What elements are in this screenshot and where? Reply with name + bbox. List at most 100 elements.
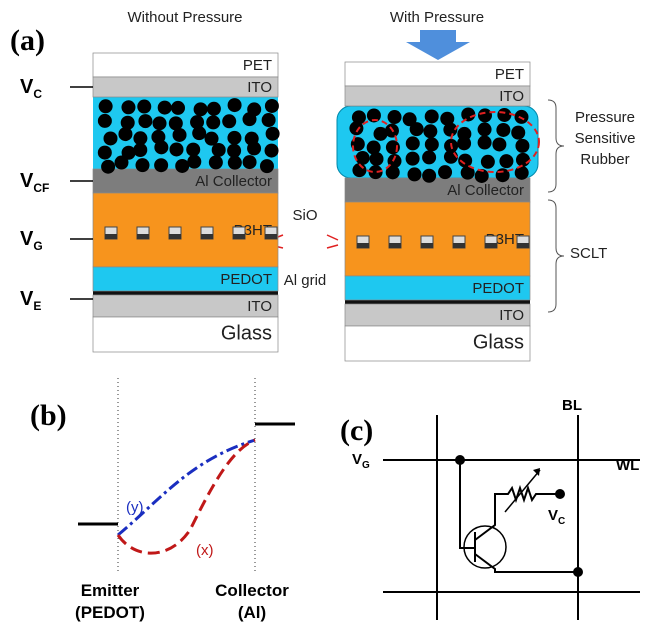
curve-x	[118, 440, 255, 553]
grid-electrode	[485, 243, 497, 248]
particle	[228, 98, 242, 112]
electrode-line	[345, 300, 530, 304]
panel-label: (a)	[10, 24, 45, 57]
grid-electrode	[233, 234, 245, 239]
particle	[410, 122, 424, 136]
al-grid-label: Al grid	[284, 272, 327, 289]
node	[573, 567, 583, 577]
pointer-arrows	[270, 235, 338, 248]
node	[555, 489, 565, 499]
collector-label: Collector	[215, 581, 289, 600]
grid-electrode	[453, 243, 465, 248]
particle	[247, 141, 261, 155]
layer-label: ITO	[499, 88, 524, 105]
particle	[478, 136, 492, 150]
layer-label: PET	[495, 66, 524, 83]
particle	[154, 158, 168, 172]
particle	[98, 146, 112, 160]
voltage-main: V	[20, 170, 34, 192]
bl-label: BL	[562, 397, 582, 414]
particle	[187, 155, 201, 169]
particle	[406, 152, 420, 166]
layer-label: Al Collector	[195, 173, 272, 190]
layer-label: ITO	[247, 79, 272, 96]
grid-electrode	[517, 243, 529, 248]
particle	[192, 126, 206, 140]
curve-label: (x)	[196, 542, 214, 559]
particle	[499, 154, 513, 168]
emitter-label: Emitter	[81, 581, 140, 600]
brace	[548, 100, 564, 192]
layer-label: Glass	[221, 323, 272, 345]
grid-electrode	[389, 243, 401, 248]
title: With Pressure	[390, 9, 484, 26]
particle	[173, 128, 187, 142]
curve-y	[118, 440, 255, 535]
particle	[103, 131, 117, 145]
sclt-label: SCLT	[570, 245, 607, 262]
particle	[133, 143, 147, 157]
particle	[492, 137, 506, 151]
particle	[154, 140, 168, 154]
particle	[207, 102, 221, 116]
particle	[121, 100, 135, 114]
particle	[481, 155, 495, 169]
particle	[158, 101, 172, 115]
particle	[98, 114, 112, 128]
particle	[388, 110, 402, 124]
particle	[515, 139, 529, 153]
particle	[516, 153, 530, 167]
particle	[138, 114, 152, 128]
particle	[406, 136, 420, 150]
particle	[227, 144, 241, 158]
particle	[422, 169, 436, 183]
particle	[266, 127, 280, 141]
particle	[262, 113, 276, 127]
title: Without Pressure	[127, 9, 242, 26]
voltage-sub: CF	[33, 181, 49, 195]
voltage-label: VE	[20, 288, 41, 313]
particle	[171, 101, 185, 115]
rubber-label: Rubber	[580, 151, 629, 168]
particle	[422, 150, 436, 164]
particle	[260, 159, 274, 173]
layer-label: ITO	[499, 307, 524, 324]
rubber-label: Sensitive	[575, 130, 636, 147]
voltage-main: V	[20, 76, 34, 98]
particle	[243, 155, 257, 169]
particle	[206, 115, 220, 129]
particle	[99, 99, 113, 113]
particle	[457, 136, 471, 150]
particle	[478, 122, 492, 136]
particle	[478, 108, 492, 122]
particle	[243, 112, 257, 126]
layer-label: PET	[243, 57, 272, 74]
particle	[461, 107, 475, 121]
voltage-label: VG	[20, 228, 43, 253]
particle	[115, 156, 129, 170]
particle	[227, 131, 241, 145]
voltage-main: V	[20, 288, 34, 310]
grid-electrode	[169, 234, 181, 239]
particle	[370, 152, 384, 166]
layer-label: Al Collector	[447, 182, 524, 199]
rubber-label: Pressure	[575, 109, 635, 126]
particle	[496, 123, 510, 137]
particle	[101, 160, 115, 174]
voltage-label: VC	[20, 76, 42, 101]
layer-label: PEDOT	[472, 280, 524, 297]
particle	[175, 159, 189, 173]
grid-electrode	[421, 243, 433, 248]
circuit	[383, 415, 640, 620]
grid-electrode	[201, 234, 213, 239]
vc-label: VC	[548, 507, 565, 527]
grid-electrode	[137, 234, 149, 239]
voltage-sub: G	[33, 239, 42, 253]
grid-electrode	[357, 243, 369, 248]
grid-electrode	[105, 234, 117, 239]
particle	[407, 167, 421, 181]
voltage-main: V	[20, 228, 34, 250]
particle	[425, 137, 439, 151]
particle	[169, 142, 183, 156]
voltage-sub: C	[33, 87, 42, 101]
